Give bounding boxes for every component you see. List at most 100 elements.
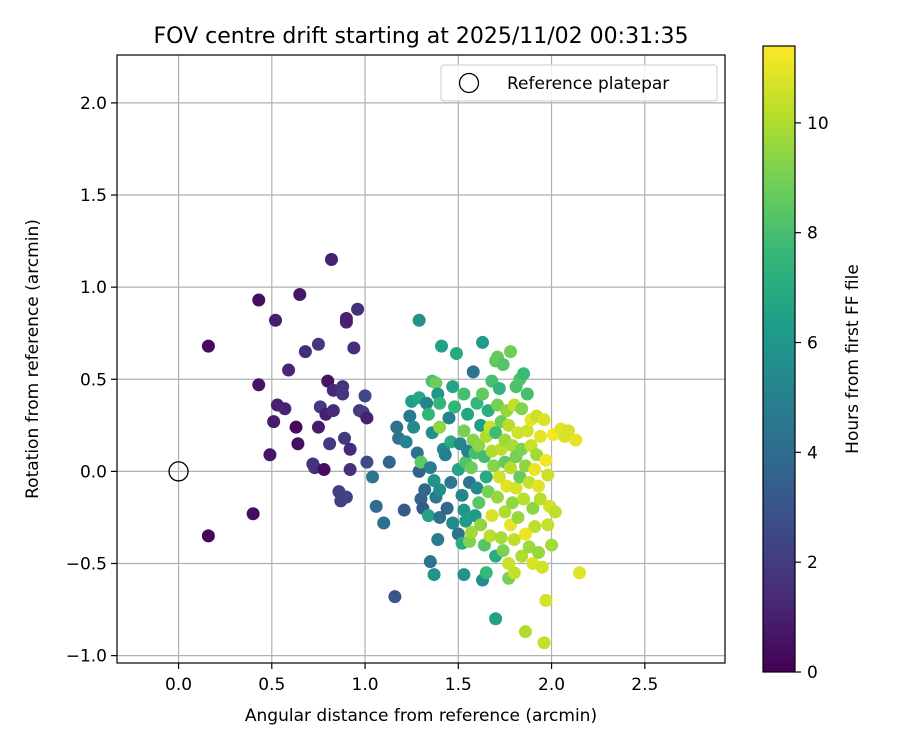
scatter-point (479, 566, 493, 580)
scatter-point (435, 339, 449, 353)
y-tick-label: 1.5 (80, 186, 107, 206)
scatter-point (278, 402, 292, 416)
scatter-point (485, 509, 499, 523)
scatter-point (520, 424, 534, 438)
scatter-point (561, 424, 575, 438)
scatter-point (269, 313, 283, 327)
scatter-point (569, 433, 583, 447)
scatter-point (433, 420, 447, 434)
legend-reference-marker (458, 72, 480, 94)
scatter-point (291, 437, 305, 451)
y-gridlines (117, 102, 725, 657)
scatter-point (326, 404, 340, 418)
scatter-point (366, 470, 380, 484)
scatter-point (479, 470, 493, 484)
scatter-point (507, 566, 521, 580)
scatter-point (397, 503, 411, 517)
y-tick-label: 0.0 (80, 462, 107, 482)
scatter-point (421, 509, 435, 523)
y-axis-label: Rotation from reference (arcmin) (23, 219, 43, 499)
reference-marker-group (168, 461, 189, 482)
scatter-point (420, 396, 434, 410)
scatter-point (423, 461, 437, 475)
scatter-point (515, 402, 529, 416)
scatter-point (351, 302, 365, 316)
scatter-point (476, 335, 490, 349)
y-tick-label: 2.0 (80, 94, 107, 114)
plot-frame (116, 54, 726, 664)
scatter-point (252, 293, 266, 307)
scatter-point (423, 555, 437, 569)
scatter-point (511, 510, 525, 524)
scatter-point (446, 516, 460, 530)
scatter-point (494, 531, 508, 545)
scatter-point (399, 435, 413, 449)
scatter-point (489, 612, 503, 626)
y-tick-label: −0.5 (66, 555, 107, 575)
scatter-point (483, 529, 497, 543)
scatter-point (533, 429, 547, 443)
scatter-point (448, 400, 462, 414)
scatter-point (470, 481, 484, 495)
scatter-point (498, 505, 512, 519)
scatter-point (492, 470, 506, 484)
colorbar-tick-label: 2 (807, 553, 818, 573)
scatter-point (438, 448, 452, 462)
scatter-point (461, 407, 475, 421)
scatter-point (360, 455, 374, 469)
scatter-point (293, 288, 307, 302)
scatter-point (505, 496, 519, 510)
scatter-point (496, 358, 510, 372)
x-axis-label: Angular distance from reference (arcmin) (245, 706, 597, 726)
scatter-point (455, 488, 469, 502)
colorbar (762, 45, 796, 673)
scatter-point (541, 468, 555, 482)
scatter-point (421, 407, 435, 421)
scatter-points (201, 253, 587, 650)
scatter-point (537, 636, 551, 650)
colorbar-tick-label: 0 (807, 663, 818, 683)
scatter-point (412, 313, 426, 327)
scatter-point (533, 492, 547, 506)
scatter-point (336, 387, 350, 401)
reference-platepar-marker (168, 461, 189, 482)
y-tick-label: 1.0 (80, 278, 107, 298)
scatter-point (457, 424, 471, 438)
scatter-point (476, 387, 490, 401)
legend-reference-label: Reference platepar (507, 74, 669, 94)
scatter-point (531, 545, 545, 559)
scatter-point (433, 396, 447, 410)
scatter-point (474, 518, 488, 532)
scatter-point (487, 459, 501, 473)
scatter-point (531, 479, 545, 493)
x-gridlines (177, 55, 646, 663)
scatter-point (343, 442, 357, 456)
scatter-point (509, 481, 523, 495)
scatter-point (502, 418, 516, 432)
scatter-point (528, 463, 542, 477)
y-axis-ticks: −1.0 −0.5 0.0 0.5 1.0 1.5 2.0 (66, 94, 117, 667)
x-tick-label: 2.5 (631, 675, 658, 695)
scatter-point (518, 527, 532, 541)
scatter-point (504, 461, 518, 475)
scatter-point (444, 475, 458, 489)
scatter-point (507, 533, 521, 547)
scatter-point (535, 560, 549, 574)
scatter-point (201, 339, 215, 353)
scatter-point (548, 505, 562, 519)
scatter-point (545, 538, 559, 552)
scatter-point (407, 420, 421, 434)
scatter-point (201, 529, 215, 543)
scatter-point (339, 490, 353, 504)
scatter-point (282, 363, 296, 377)
scatter-point (490, 490, 504, 504)
scatter-point (446, 380, 460, 394)
colorbar-tick-label: 6 (807, 334, 818, 354)
scatter-point (429, 376, 443, 390)
x-tick-label: 0.0 (165, 675, 192, 695)
scatter-point (388, 590, 402, 604)
scatter-point (339, 311, 353, 325)
scatter-point (311, 337, 325, 351)
scatter-point (403, 409, 417, 423)
